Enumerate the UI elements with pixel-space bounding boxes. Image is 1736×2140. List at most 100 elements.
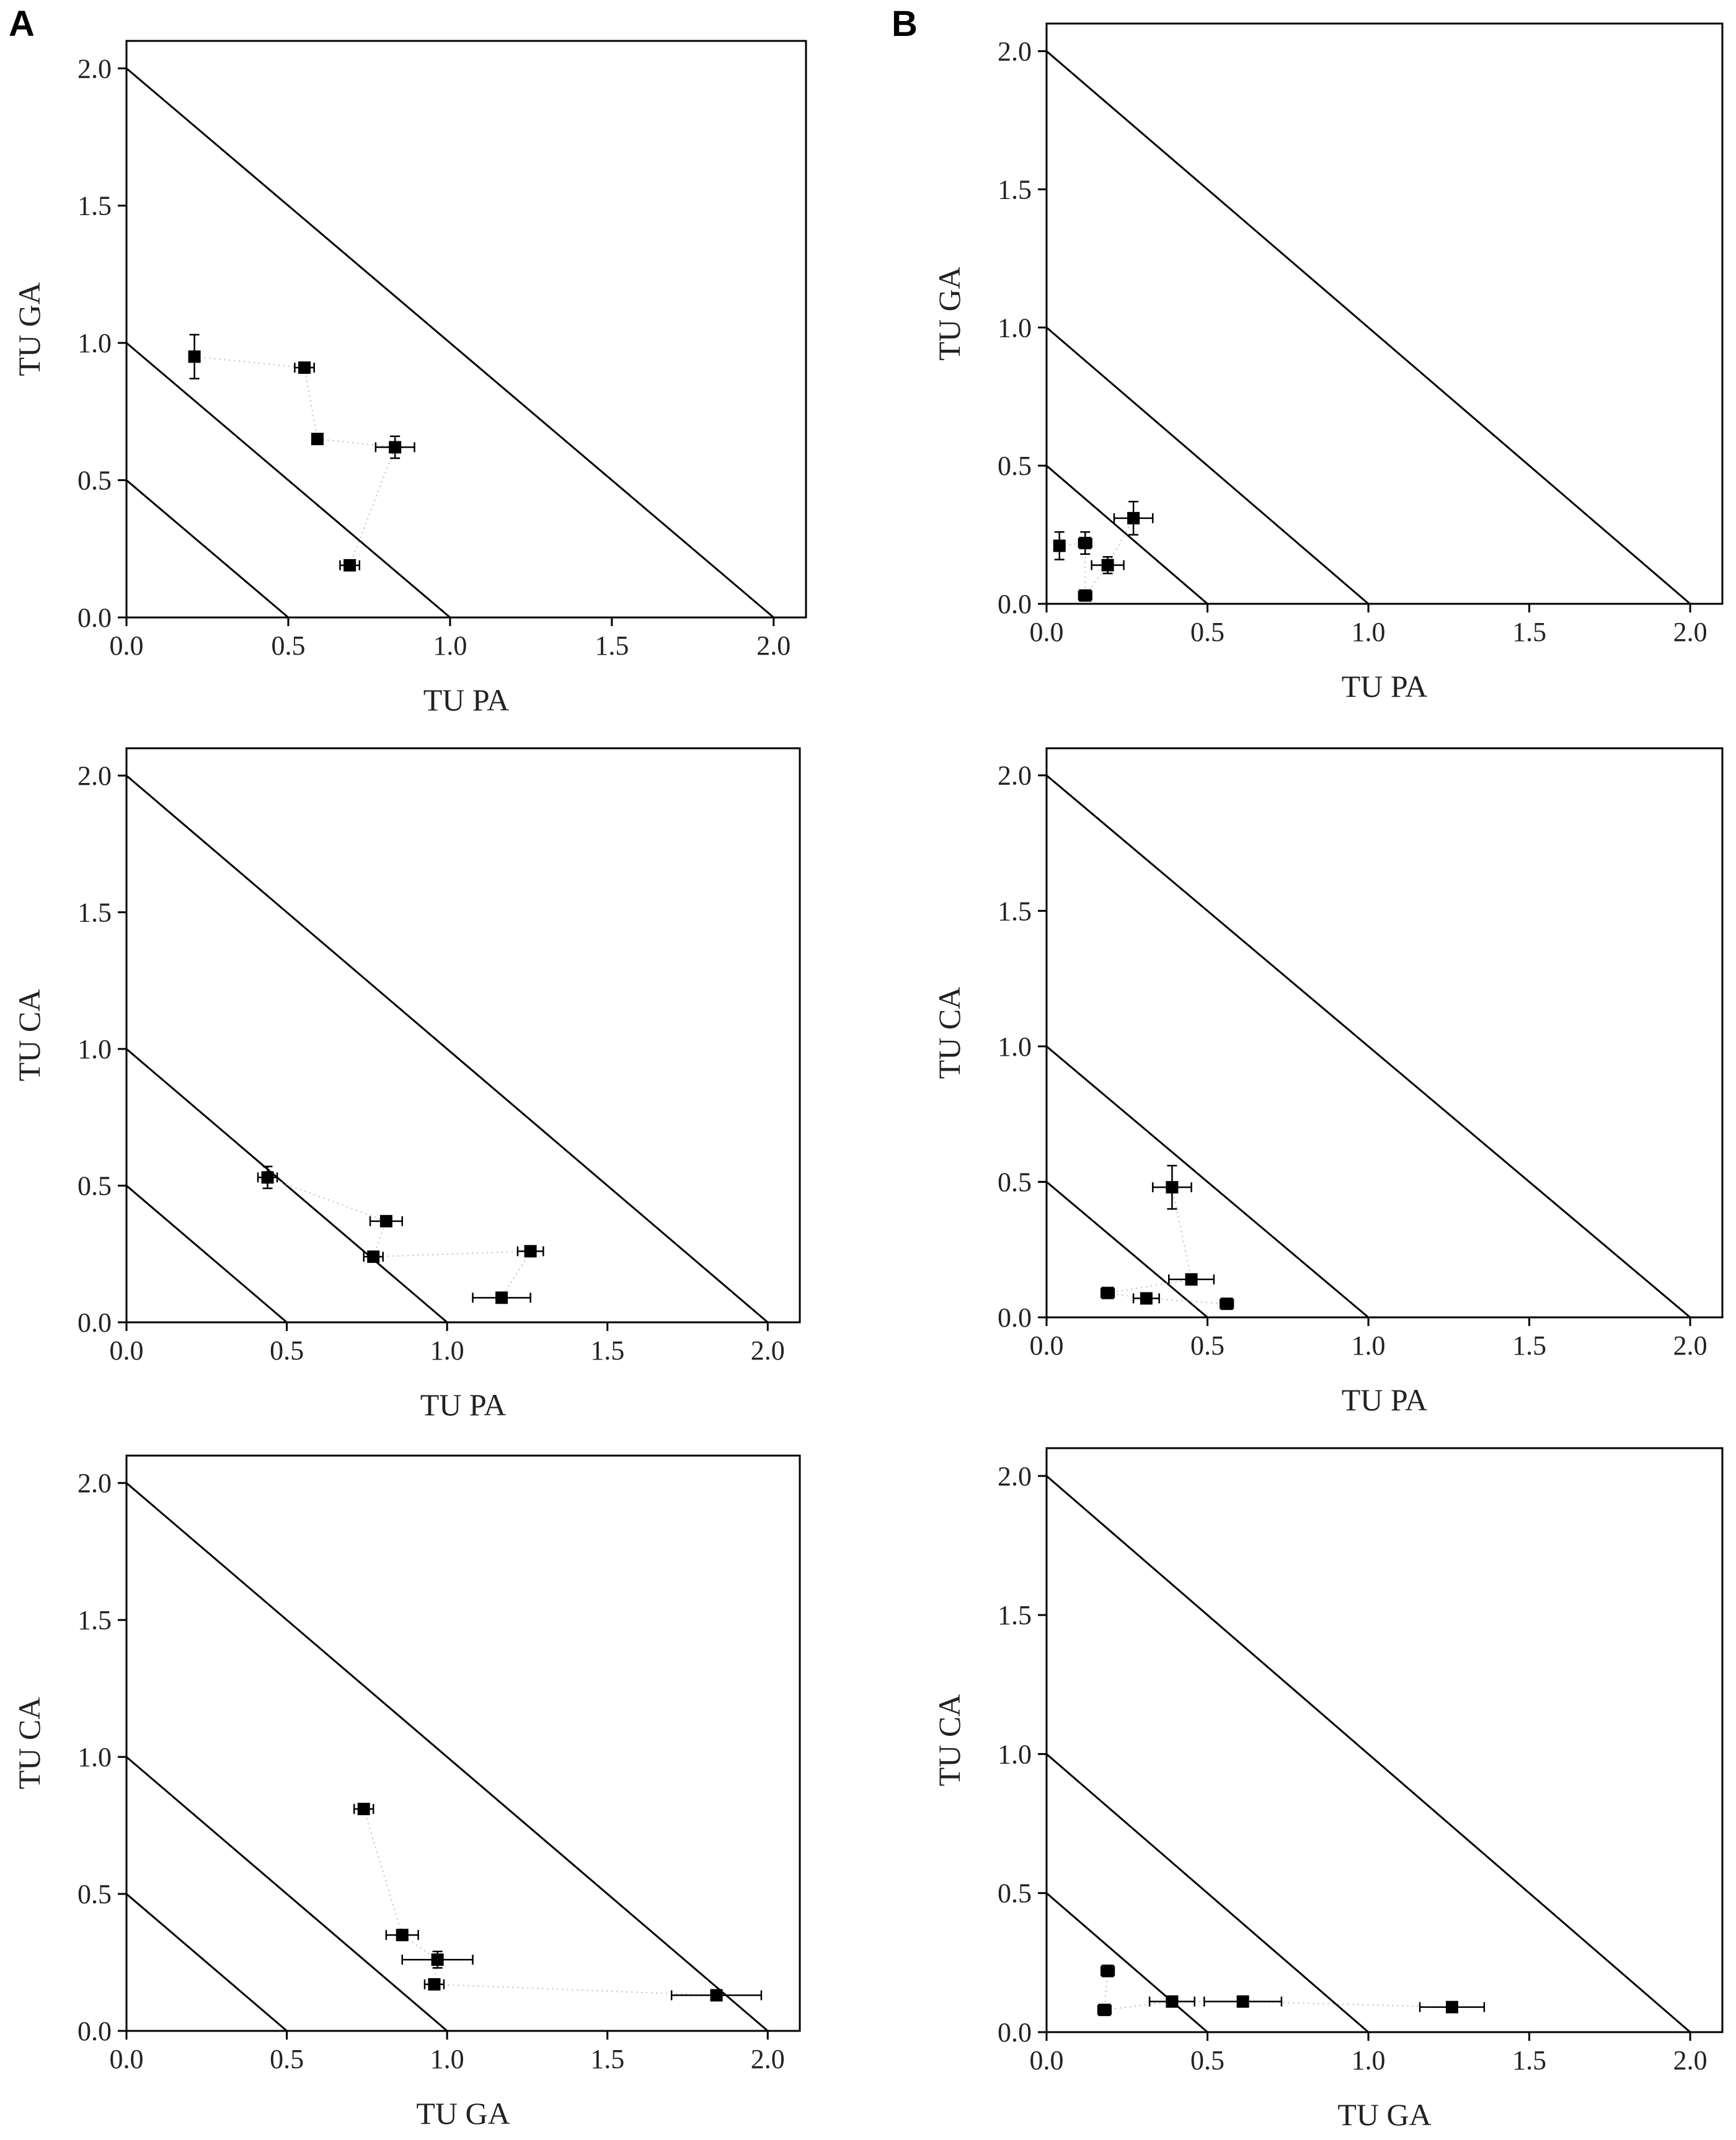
isobole-line [1046,1181,1208,1319]
y-tick-label: 2.0 [998,1461,1032,1492]
chart-panel-4: 0.0 0.5 1.0 1.5 2.0 0.0 0.5 1.0 1.5 2.0 TU PA TU GA [932,22,1724,704]
y-axis-label: TU CA [12,1697,46,1790]
x-axis-label: TU PA [1342,669,1427,704]
y-tick-label: 0.5 [998,1878,1032,1909]
x-tick-label: 2.0 [751,2044,785,2074]
data-point [1098,2004,1111,2017]
data-point [396,1929,409,1942]
y-tick-label: 0.0 [78,603,112,633]
x-tick-label: 2.0 [751,1335,785,1366]
isobole-line [126,1048,448,1324]
data-point [298,361,311,374]
chart-panel-3: 0.0 0.5 1.0 1.5 2.0 0.0 0.5 1.0 1.5 2.0 TU GA TU CA [12,1454,801,2131]
data-point [1101,1286,1114,1299]
y-tick-label: 0.5 [78,1171,112,1201]
y-tick-label: 0.0 [998,1302,1032,1333]
panel-label-b: B [892,4,918,44]
y-tick-label: 2.0 [78,1468,112,1498]
data-point [357,1803,370,1816]
isobole-line [1046,50,1691,605]
y-tick-label: 1.0 [78,328,112,358]
data-point [1185,1273,1198,1286]
x-tick-label: 0.5 [270,2044,304,2074]
connector-path [1104,1971,1453,2011]
plot-frame [1045,747,1724,1319]
data-point [1053,539,1066,552]
y-tick-label: 0.5 [78,466,112,496]
isobole-line [126,1185,288,1324]
x-tick-label: 0.5 [1190,1330,1224,1361]
y-axis-label: TU CA [932,1694,967,1787]
connector-path [267,1177,532,1298]
isobole-line [1046,1753,1370,2033]
isobole-line [1046,1045,1370,1319]
data-point [188,350,201,363]
isobole-line [126,1756,448,2032]
data-point [1166,1995,1179,2008]
data-point [389,441,402,454]
isobole-line [126,342,451,619]
y-axis-label: TU GA [932,267,967,360]
y-tick-label: 0.0 [78,1307,112,1338]
y-tick-label: 1.0 [998,1032,1032,1062]
isobole-line [126,68,774,619]
isobole-line [126,1893,288,2032]
x-tick-label: 0.5 [1190,2045,1224,2076]
y-axis-label: TU CA [12,989,46,1082]
y-tick-label: 0.0 [998,2017,1032,2048]
x-tick-label: 2.0 [1673,617,1707,647]
data-point [1236,1995,1249,2008]
plot-frame [125,747,801,1324]
data-point [343,559,356,572]
x-axis-label: TU GA [416,2096,510,2131]
data-point [1127,511,1140,524]
isobole-line [126,774,769,1324]
y-tick-label: 2.0 [998,761,1032,791]
chart-panel-2: 0.0 0.5 1.0 1.5 2.0 0.0 0.5 1.0 1.5 2.0 TU PA TU CA [12,747,801,1422]
data-point [1079,589,1092,602]
y-tick-label: 1.0 [998,1739,1032,1769]
x-tick-label: 0.0 [1030,1330,1064,1361]
y-tick-label: 1.5 [998,174,1032,205]
y-tick-label: 1.5 [78,191,112,221]
x-tick-label: 1.5 [590,1335,624,1366]
y-tick-label: 0.5 [78,1879,112,1909]
x-tick-label: 1.5 [1512,2045,1546,2076]
plot-frame [1045,1447,1724,2033]
x-tick-label: 0.0 [1030,2045,1064,2076]
chart-panel-6: 0.0 0.5 1.0 1.5 2.0 0.0 0.5 1.0 1.5 2.0 TU GA TU CA [932,1447,1724,2132]
data-point [431,1953,444,1966]
x-tick-label: 1.0 [433,630,467,661]
y-tick-label: 1.0 [998,312,1032,343]
x-tick-label: 1.0 [430,2044,464,2074]
connector-path [194,356,396,566]
data-point [1101,559,1114,572]
isobole-line [126,479,289,619]
y-tick-label: 1.5 [998,896,1032,926]
x-tick-label: 2.0 [756,630,790,661]
x-tick-label: 1.5 [1512,1330,1546,1361]
data-point [1446,2001,1458,2014]
x-axis-label: TU PA [1342,1382,1427,1417]
data-point [1220,1298,1233,1311]
x-axis-label: TU PA [423,683,509,717]
data-point [367,1250,380,1263]
connector-path [1059,518,1134,598]
y-tick-label: 0.5 [998,451,1032,481]
x-tick-label: 1.5 [595,630,629,661]
x-tick-label: 1.0 [1352,2045,1386,2076]
isobole-line [1046,465,1208,605]
data-point [379,1214,392,1227]
y-tick-label: 0.5 [998,1167,1032,1197]
panel-label-a: A [9,4,35,44]
isobole-line [1046,1892,1208,2033]
isobole-line [126,1482,769,2032]
x-tick-label: 0.5 [271,630,305,661]
x-tick-label: 0.0 [110,2044,144,2074]
data-point [710,1989,723,2002]
isobole-line [1046,327,1370,605]
x-tick-label: 1.0 [1352,1330,1386,1361]
chart-panel-1: 0.0 0.5 1.0 1.5 2.0 0.0 0.5 1.0 1.5 2.0 TU PA TU GA [12,40,807,717]
x-axis-label: TU GA [1337,2097,1431,2132]
